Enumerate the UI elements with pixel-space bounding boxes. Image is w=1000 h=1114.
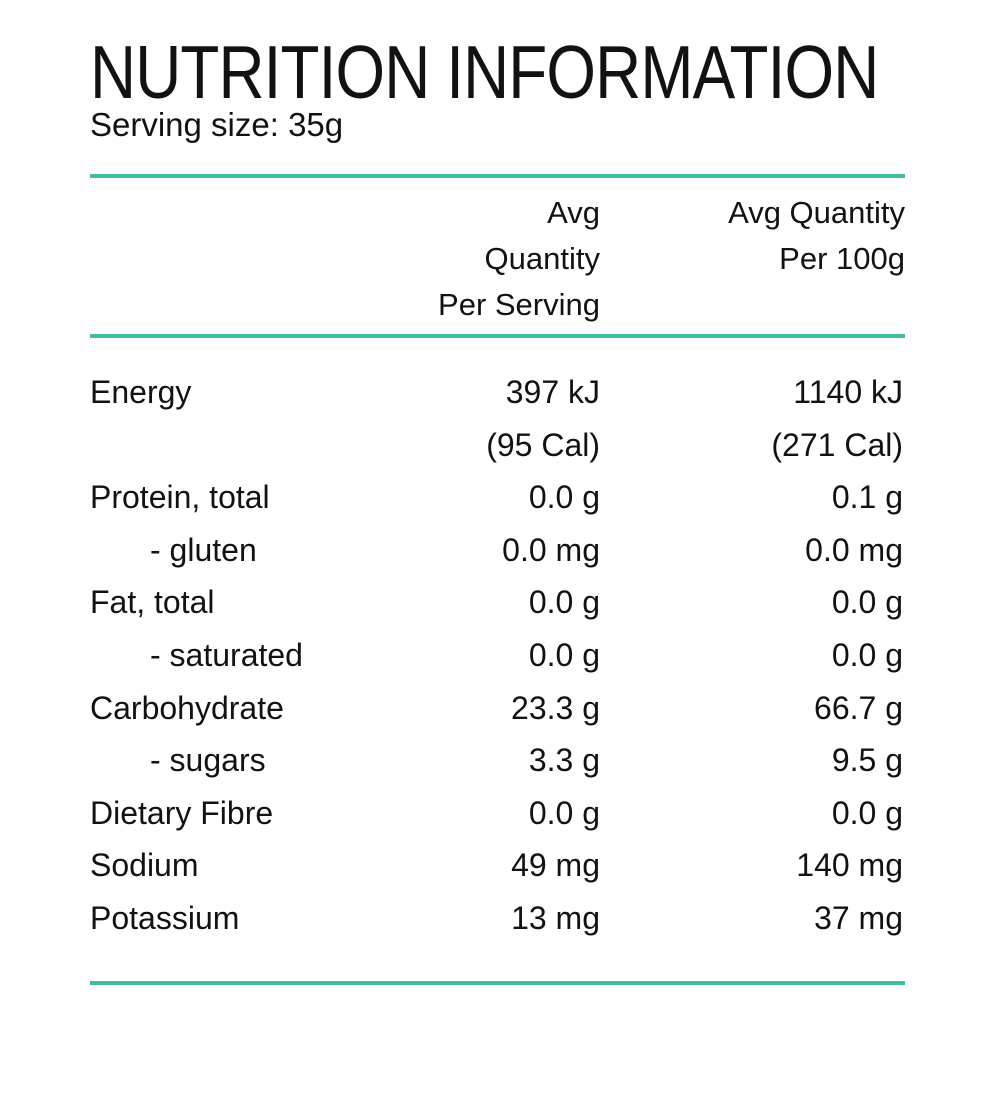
value-per-100g: (271 Cal) [771, 426, 903, 463]
value-per-100g: 66.7 g [814, 689, 903, 726]
table-header: Avg Quantity Per Serving Avg Quantity Pe… [90, 178, 905, 328]
value-per-100g: 37 mg [814, 899, 903, 936]
nutrient-label: Fat, total [90, 584, 215, 621]
header-per-serving-line1: Avg Quantity [484, 195, 600, 276]
value-per-100g: 140 mg [796, 847, 903, 884]
table-row: Potassium 13 mg 37 mg [90, 892, 905, 945]
nutrition-panel: NUTRITION INFORMATION Serving size: 35g … [90, 0, 905, 985]
value-per-serving: 13 mg [511, 899, 600, 936]
value-per-serving: 23.3 g [511, 689, 600, 726]
value-per-100g: 0.1 g [831, 479, 903, 516]
nutrient-label: Carbohydrate [90, 689, 284, 726]
value-per-serving: 397 kJ [505, 374, 600, 410]
nutrient-label: Energy [90, 374, 192, 410]
table-row: Energy 397 kJ 1140 kJ [90, 366, 905, 419]
table-row: Fat, total 0.0 g 0.0 g [90, 576, 905, 629]
table-row: Carbohydrate 23.3 g 66.7 g [90, 682, 905, 735]
table-row: (95 Cal) (271 Cal) [90, 419, 905, 472]
value-per-serving: 0.0 g [528, 794, 600, 831]
header-per-100g-line1: Avg Quantity [728, 195, 905, 230]
header-per-serving-line2: Per Serving [438, 287, 600, 322]
header-spacer [90, 190, 430, 328]
value-per-100g: 0.0 g [831, 636, 903, 673]
value-per-serving: 3.3 g [528, 742, 600, 779]
value-per-serving: 0.0 g [528, 479, 600, 516]
table-row: Sodium 49 mg 140 mg [90, 839, 905, 892]
table-row: - sugars 3.3 g 9.5 g [90, 734, 905, 787]
divider-header [90, 334, 905, 338]
nutrient-label: - saturated [150, 636, 303, 673]
nutrient-label: Dietary Fibre [90, 794, 274, 831]
value-per-serving: 0.0 mg [502, 531, 600, 568]
table-row: Protein, total 0.0 g 0.1 g [90, 471, 905, 524]
table-body: Energy 397 kJ 1140 kJ (95 Cal) (271 Cal)… [90, 366, 905, 945]
header-per-100g: Avg Quantity Per 100g [600, 190, 905, 328]
nutrient-label [90, 419, 430, 472]
divider-bottom [90, 980, 905, 985]
value-per-100g: 9.5 g [831, 742, 903, 779]
nutrient-label: Potassium [90, 899, 240, 936]
header-per-100g-line2: Per 100g [779, 241, 905, 276]
value-per-serving: 49 mg [511, 847, 600, 884]
nutrient-label: Sodium [90, 847, 199, 884]
nutrient-label: - gluten [150, 531, 257, 568]
nutrient-label: Protein, total [90, 479, 270, 516]
divider-top [90, 174, 905, 178]
value-per-100g: 0.0 g [831, 794, 903, 831]
nutrient-label: - sugars [150, 742, 266, 779]
serving-size-text: Serving size: 35g [90, 106, 344, 143]
table-row: - gluten 0.0 mg 0.0 mg [90, 524, 905, 577]
page-title: NUTRITION INFORMATION [90, 30, 879, 114]
value-per-serving: 0.0 g [528, 584, 600, 621]
value-per-100g: 1140 kJ [793, 374, 903, 410]
value-per-100g: 0.0 g [831, 584, 903, 621]
table-row: Dietary Fibre 0.0 g 0.0 g [90, 787, 905, 840]
value-per-serving: (95 Cal) [486, 426, 600, 463]
value-per-100g: 0.0 mg [805, 531, 903, 568]
header-per-serving: Avg Quantity Per Serving [430, 190, 600, 328]
value-per-serving: 0.0 g [528, 636, 600, 673]
table-row: - saturated 0.0 g 0.0 g [90, 629, 905, 682]
